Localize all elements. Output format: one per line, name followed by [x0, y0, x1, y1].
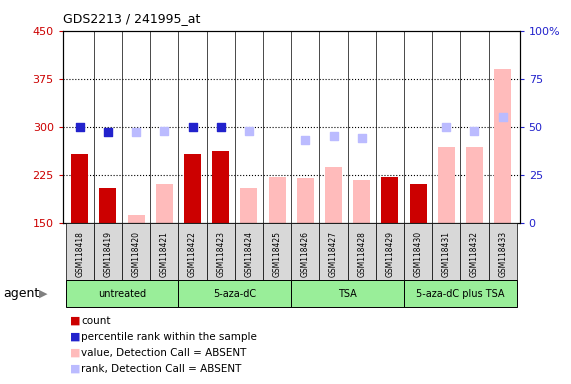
Text: value, Detection Call = ABSENT: value, Detection Call = ABSENT — [81, 348, 247, 358]
FancyBboxPatch shape — [178, 280, 291, 307]
Bar — [381, 177, 399, 223]
Point — [131, 129, 140, 136]
Text: GSM118433: GSM118433 — [498, 231, 507, 278]
FancyBboxPatch shape — [291, 223, 319, 280]
Point — [75, 124, 85, 130]
FancyBboxPatch shape — [235, 223, 263, 280]
FancyBboxPatch shape — [66, 223, 94, 280]
Text: ■: ■ — [70, 316, 80, 326]
Text: GSM118427: GSM118427 — [329, 231, 338, 277]
Point — [470, 127, 479, 134]
Text: 5-aza-dC: 5-aza-dC — [213, 289, 256, 299]
Point — [216, 124, 226, 130]
Bar — [353, 180, 370, 223]
Text: TSA: TSA — [338, 289, 357, 299]
Text: GSM118425: GSM118425 — [272, 231, 282, 277]
Bar — [494, 69, 511, 223]
FancyBboxPatch shape — [460, 223, 489, 280]
FancyBboxPatch shape — [489, 223, 517, 280]
Bar — [438, 147, 455, 223]
Text: count: count — [81, 316, 111, 326]
FancyBboxPatch shape — [66, 280, 178, 307]
Text: GSM118429: GSM118429 — [385, 231, 395, 277]
Bar — [297, 178, 314, 223]
Text: GDS2213 / 241995_at: GDS2213 / 241995_at — [63, 12, 200, 25]
Bar — [409, 184, 427, 223]
Text: GSM118419: GSM118419 — [103, 231, 112, 277]
Text: GSM118421: GSM118421 — [160, 231, 169, 277]
FancyBboxPatch shape — [376, 223, 404, 280]
Point — [103, 129, 112, 136]
Point — [357, 135, 366, 141]
Bar — [466, 147, 483, 223]
Bar — [325, 167, 342, 223]
FancyBboxPatch shape — [319, 223, 348, 280]
FancyBboxPatch shape — [291, 280, 404, 307]
FancyBboxPatch shape — [404, 280, 517, 307]
FancyBboxPatch shape — [348, 223, 376, 280]
Text: GSM118428: GSM118428 — [357, 231, 366, 277]
Text: untreated: untreated — [98, 289, 146, 299]
Text: GSM118431: GSM118431 — [442, 231, 451, 277]
FancyBboxPatch shape — [404, 223, 432, 280]
Bar — [128, 215, 144, 223]
Text: ■: ■ — [70, 364, 80, 374]
FancyBboxPatch shape — [94, 223, 122, 280]
Bar — [184, 154, 201, 223]
FancyBboxPatch shape — [207, 223, 235, 280]
FancyBboxPatch shape — [178, 223, 207, 280]
Bar — [212, 151, 229, 223]
Bar — [99, 187, 116, 223]
FancyBboxPatch shape — [122, 223, 150, 280]
Bar — [156, 184, 173, 223]
Text: GSM118422: GSM118422 — [188, 231, 197, 277]
Text: GSM118430: GSM118430 — [413, 231, 423, 278]
Text: percentile rank within the sample: percentile rank within the sample — [81, 332, 257, 342]
Text: ▶: ▶ — [39, 289, 47, 299]
Point — [188, 124, 197, 130]
Point — [160, 127, 169, 134]
Text: GSM118424: GSM118424 — [244, 231, 254, 277]
FancyBboxPatch shape — [432, 223, 460, 280]
Point — [498, 114, 507, 120]
Point — [329, 133, 338, 139]
Bar — [268, 177, 286, 223]
Text: GSM118420: GSM118420 — [132, 231, 140, 277]
FancyBboxPatch shape — [263, 223, 291, 280]
Text: GSM118418: GSM118418 — [75, 231, 85, 277]
Bar — [240, 187, 258, 223]
Text: GSM118426: GSM118426 — [301, 231, 310, 277]
Point — [244, 127, 254, 134]
Bar — [71, 154, 88, 223]
Text: GSM118423: GSM118423 — [216, 231, 225, 277]
Text: ■: ■ — [70, 348, 80, 358]
Text: ■: ■ — [70, 332, 80, 342]
Text: rank, Detection Call = ABSENT: rank, Detection Call = ABSENT — [81, 364, 242, 374]
Text: GSM118432: GSM118432 — [470, 231, 479, 277]
Point — [301, 137, 310, 143]
Text: agent: agent — [3, 287, 39, 300]
Text: 5-aza-dC plus TSA: 5-aza-dC plus TSA — [416, 289, 505, 299]
Point — [442, 124, 451, 130]
FancyBboxPatch shape — [150, 223, 178, 280]
